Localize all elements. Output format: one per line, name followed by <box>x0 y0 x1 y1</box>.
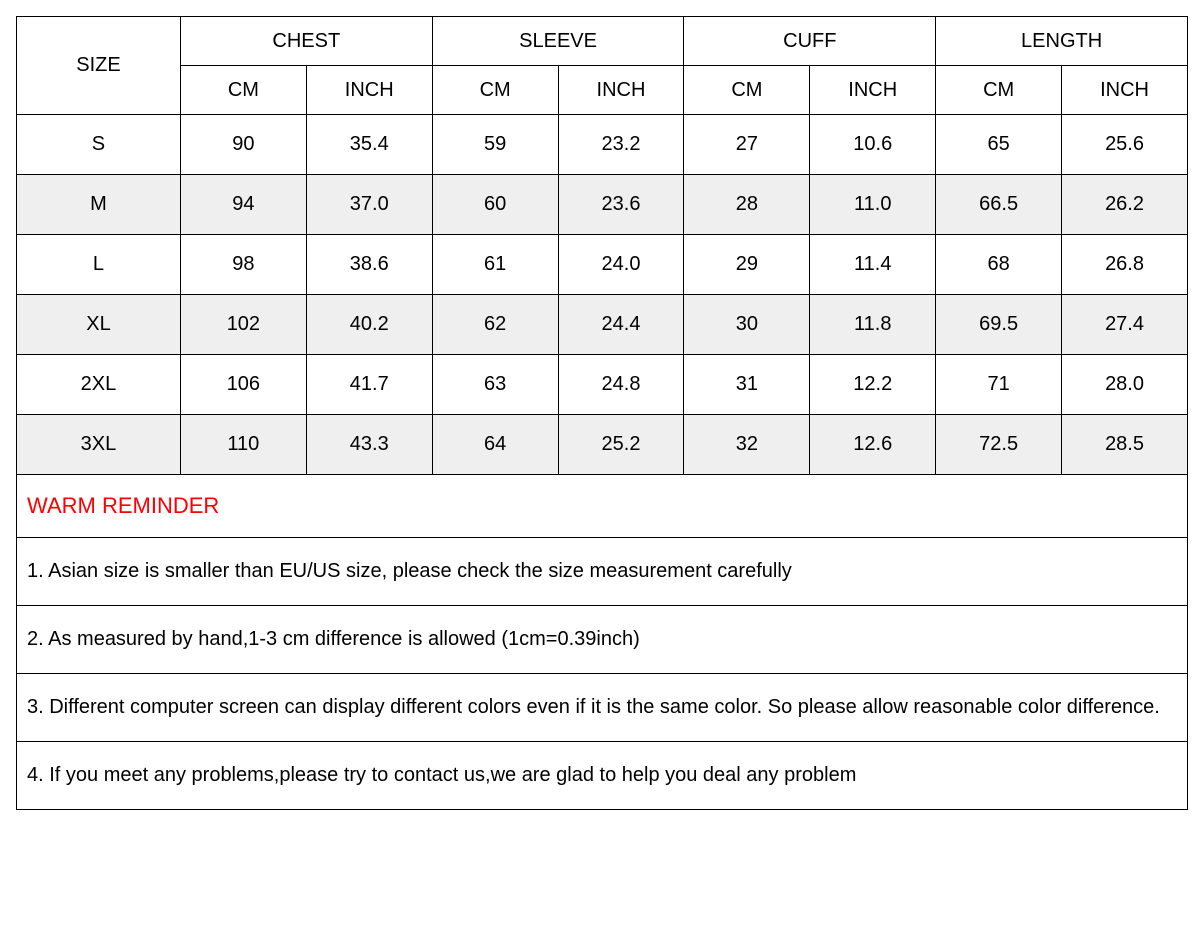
cell-cuff-cm: 27 <box>684 115 810 175</box>
cell-length-in: 27.4 <box>1062 295 1188 355</box>
cell-cuff-cm: 29 <box>684 235 810 295</box>
cell-cuff-cm: 32 <box>684 415 810 475</box>
header-sleeve: SLEEVE <box>432 17 684 66</box>
cell-length-cm: 68 <box>936 235 1062 295</box>
subheader-sleeve-in: INCH <box>558 66 684 115</box>
cell-cuff-cm: 30 <box>684 295 810 355</box>
subheader-cuff-cm: CM <box>684 66 810 115</box>
reminder-item-4: 4. If you meet any problems,please try t… <box>17 742 1188 810</box>
cell-chest-in: 35.4 <box>306 115 432 175</box>
cell-cuff-in: 11.0 <box>810 175 936 235</box>
cell-size: M <box>17 175 181 235</box>
cell-sleeve-cm: 64 <box>432 415 558 475</box>
subheader-length-cm: CM <box>936 66 1062 115</box>
cell-sleeve-in: 25.2 <box>558 415 684 475</box>
cell-chest-cm: 106 <box>180 355 306 415</box>
cell-cuff-in: 10.6 <box>810 115 936 175</box>
cell-length-in: 25.6 <box>1062 115 1188 175</box>
cell-length-cm: 69.5 <box>936 295 1062 355</box>
header-chest: CHEST <box>180 17 432 66</box>
table-row: L 98 38.6 61 24.0 29 11.4 68 26.8 <box>17 235 1188 295</box>
subheader-length-in: INCH <box>1062 66 1188 115</box>
table-row: XL 102 40.2 62 24.4 30 11.8 69.5 27.4 <box>17 295 1188 355</box>
cell-chest-cm: 98 <box>180 235 306 295</box>
cell-length-in: 26.2 <box>1062 175 1188 235</box>
reminder-row: 1. Asian size is smaller than EU/US size… <box>17 538 1188 606</box>
cell-chest-cm: 94 <box>180 175 306 235</box>
cell-sleeve-in: 24.8 <box>558 355 684 415</box>
cell-size: XL <box>17 295 181 355</box>
cell-cuff-in: 12.2 <box>810 355 936 415</box>
cell-length-cm: 71 <box>936 355 1062 415</box>
table-row: M 94 37.0 60 23.6 28 11.0 66.5 26.2 <box>17 175 1188 235</box>
cell-length-in: 28.0 <box>1062 355 1188 415</box>
cell-chest-in: 41.7 <box>306 355 432 415</box>
cell-chest-in: 43.3 <box>306 415 432 475</box>
cell-cuff-in: 11.4 <box>810 235 936 295</box>
cell-cuff-in: 12.6 <box>810 415 936 475</box>
reminder-row: 4. If you meet any problems,please try t… <box>17 742 1188 810</box>
cell-chest-in: 38.6 <box>306 235 432 295</box>
cell-chest-cm: 102 <box>180 295 306 355</box>
subheader-chest-in: INCH <box>306 66 432 115</box>
cell-sleeve-cm: 63 <box>432 355 558 415</box>
subheader-chest-cm: CM <box>180 66 306 115</box>
cell-cuff-cm: 28 <box>684 175 810 235</box>
cell-sleeve-cm: 60 <box>432 175 558 235</box>
cell-length-in: 26.8 <box>1062 235 1188 295</box>
reminder-row: 2. As measured by hand,1-3 cm difference… <box>17 606 1188 674</box>
table-row: 3XL 110 43.3 64 25.2 32 12.6 72.5 28.5 <box>17 415 1188 475</box>
cell-sleeve-in: 24.4 <box>558 295 684 355</box>
header-cuff: CUFF <box>684 17 936 66</box>
cell-length-in: 28.5 <box>1062 415 1188 475</box>
reminder-item-3: 3. Different computer screen can display… <box>17 674 1188 742</box>
subheader-sleeve-cm: CM <box>432 66 558 115</box>
cell-sleeve-in: 24.0 <box>558 235 684 295</box>
cell-chest-cm: 90 <box>180 115 306 175</box>
reminder-item-1: 1. Asian size is smaller than EU/US size… <box>17 538 1188 606</box>
cell-length-cm: 65 <box>936 115 1062 175</box>
cell-sleeve-in: 23.6 <box>558 175 684 235</box>
cell-chest-in: 37.0 <box>306 175 432 235</box>
header-row-1: SIZE CHEST SLEEVE CUFF LENGTH <box>17 17 1188 66</box>
cell-sleeve-cm: 62 <box>432 295 558 355</box>
cell-sleeve-in: 23.2 <box>558 115 684 175</box>
reminder-row: 3. Different computer screen can display… <box>17 674 1188 742</box>
header-length: LENGTH <box>936 17 1188 66</box>
cell-sleeve-cm: 59 <box>432 115 558 175</box>
size-chart-table: SIZE CHEST SLEEVE CUFF LENGTH CM INCH CM… <box>16 16 1188 810</box>
reminder-item-2: 2. As measured by hand,1-3 cm difference… <box>17 606 1188 674</box>
reminder-header-row: WARM REMINDER <box>17 475 1188 538</box>
cell-length-cm: 66.5 <box>936 175 1062 235</box>
table-row: 2XL 106 41.7 63 24.8 31 12.2 71 28.0 <box>17 355 1188 415</box>
cell-cuff-cm: 31 <box>684 355 810 415</box>
cell-chest-cm: 110 <box>180 415 306 475</box>
cell-sleeve-cm: 61 <box>432 235 558 295</box>
cell-length-cm: 72.5 <box>936 415 1062 475</box>
table-row: S 90 35.4 59 23.2 27 10.6 65 25.6 <box>17 115 1188 175</box>
warm-reminder-header: WARM REMINDER <box>17 475 1188 538</box>
cell-size: 2XL <box>17 355 181 415</box>
cell-size: S <box>17 115 181 175</box>
subheader-cuff-in: INCH <box>810 66 936 115</box>
size-chart-body: S 90 35.4 59 23.2 27 10.6 65 25.6 M 94 3… <box>17 115 1188 810</box>
header-row-2: CM INCH CM INCH CM INCH CM INCH <box>17 66 1188 115</box>
header-size: SIZE <box>17 17 181 115</box>
cell-chest-in: 40.2 <box>306 295 432 355</box>
cell-size: 3XL <box>17 415 181 475</box>
cell-cuff-in: 11.8 <box>810 295 936 355</box>
cell-size: L <box>17 235 181 295</box>
